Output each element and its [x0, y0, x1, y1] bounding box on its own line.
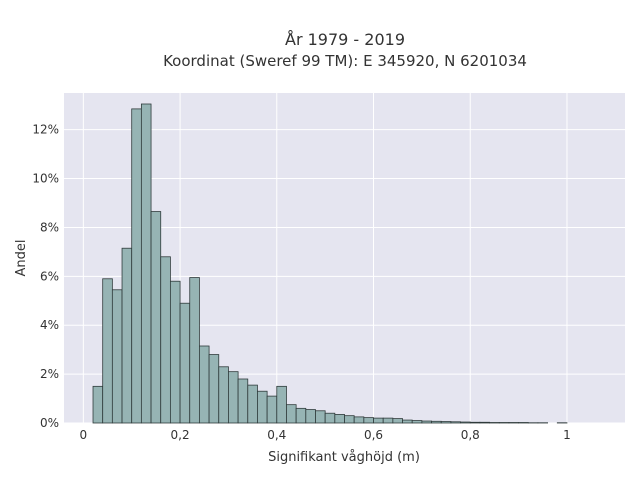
histogram-bar — [189, 277, 200, 424]
histogram-bar — [150, 211, 162, 424]
x-tick-label: 1 — [563, 428, 571, 442]
histogram-bar — [450, 421, 461, 424]
histogram-bar — [431, 420, 442, 424]
histogram-bar — [92, 385, 104, 424]
histogram-bar — [402, 419, 413, 424]
histogram-bar — [373, 417, 384, 424]
histogram-bar — [140, 103, 152, 424]
x-tick-label: 0,2 — [171, 428, 190, 442]
histogram-bar — [344, 415, 355, 424]
histogram-bar — [353, 416, 365, 424]
histogram-bar — [392, 418, 403, 424]
y-tick-label: 6% — [40, 269, 59, 283]
histogram-bar — [276, 385, 287, 424]
histogram-bar — [295, 407, 307, 424]
y-tick-label: 0% — [40, 416, 59, 430]
histogram-bar — [334, 414, 345, 424]
y-tick-label: 4% — [40, 318, 59, 332]
chart-title-line1: År 1979 - 2019 — [285, 30, 405, 49]
chart-title-line2: Koordinat (Sweref 99 TM): E 345920, N 62… — [163, 52, 527, 70]
x-tick-label: 0,8 — [461, 428, 480, 442]
histogram-bar — [411, 420, 423, 424]
x-tick-label: 0,6 — [364, 428, 383, 442]
histogram-bar — [382, 417, 394, 424]
histogram-bar — [324, 412, 336, 424]
histogram-bar — [111, 289, 123, 424]
x-tick-label: 0 — [80, 428, 88, 442]
x-tick-labels: 0 0,2 0,4 0,6 0,8 1 — [80, 428, 571, 442]
x-axis-title: Signifikant våghöjd (m) — [268, 450, 420, 465]
histogram-bar — [363, 417, 374, 424]
y-tick-label: 2% — [40, 367, 59, 381]
histogram-bar — [131, 108, 142, 424]
histogram-bar — [169, 280, 181, 424]
y-axis-title: Andel — [14, 240, 29, 277]
histogram-bar — [305, 409, 316, 424]
histogram-bar — [218, 366, 229, 424]
histogram-bars — [92, 103, 568, 424]
histogram-bar — [257, 390, 268, 424]
histogram-bar — [421, 420, 432, 424]
histogram-bar — [237, 378, 249, 424]
histogram-bar — [479, 421, 490, 424]
histogram-bar — [102, 278, 113, 424]
histogram-bar — [228, 371, 239, 424]
histogram-bar — [440, 421, 452, 424]
x-tick-label: 0,4 — [267, 428, 286, 442]
histogram-bar — [469, 421, 481, 424]
histogram-bar — [266, 395, 278, 424]
histogram-bar — [160, 256, 171, 424]
histogram-bar — [286, 404, 297, 424]
histogram-bar — [199, 345, 210, 424]
y-tick-label: 10% — [32, 172, 59, 186]
histogram-bar — [179, 302, 191, 424]
y-tick-label: 8% — [40, 220, 59, 234]
y-tick-label: 12% — [32, 123, 59, 137]
histogram-bar — [121, 247, 133, 424]
y-tick-labels: 0% 2% 4% 6% 8% 10% 12% — [32, 123, 59, 430]
histogram-bar — [460, 421, 471, 424]
histogram-bar — [247, 384, 258, 424]
histogram-bar — [315, 410, 326, 424]
histogram-bar — [208, 354, 220, 424]
